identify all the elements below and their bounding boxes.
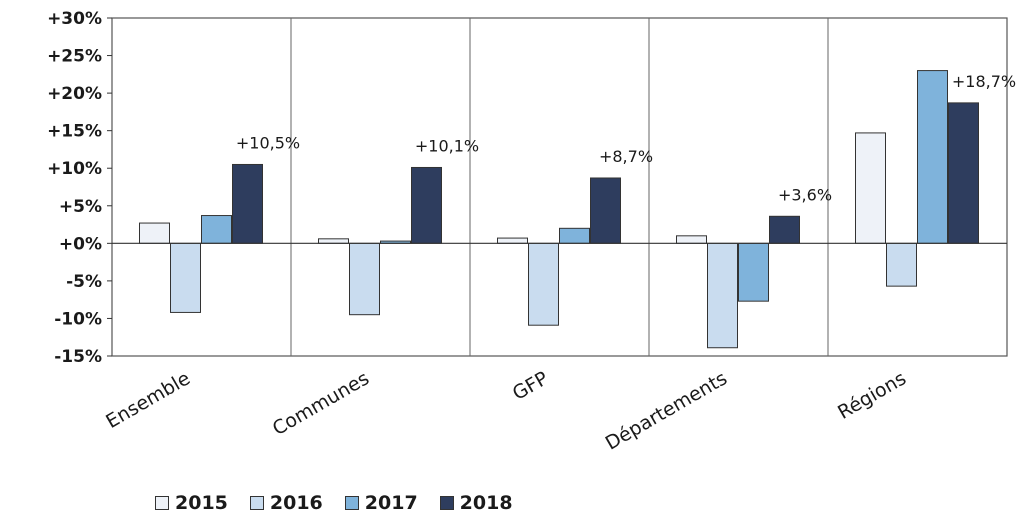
bar-2016 (349, 242, 380, 316)
bar-2015 (139, 222, 170, 244)
bar-2017 (201, 215, 232, 244)
bar-2018 (411, 166, 442, 244)
x-category-label: Communes (269, 367, 373, 440)
legend-item-2016: 2016 (249, 492, 323, 514)
y-tick-label: -10% (54, 309, 102, 329)
bar-2018 (769, 215, 800, 244)
legend-swatch-2017 (344, 496, 359, 510)
bar-chart: -15% -10% -5% +0% +5% +10% +15% +20% +25% +30% +10… (47, 9, 1016, 455)
bar-2017 (559, 227, 590, 244)
bar-2015 (676, 235, 707, 244)
data-label-2018: +10,1% (415, 136, 479, 155)
bar-2018 (590, 177, 621, 244)
legend-label-2018: 2018 (459, 492, 513, 514)
x-category-label: GFP (509, 367, 552, 405)
bar-2015 (318, 238, 349, 244)
legend-item-2015: 2015 (155, 492, 228, 514)
x-category-label: Régions (834, 367, 910, 424)
bar-2016 (886, 242, 917, 287)
y-tick-label: +0% (59, 234, 102, 254)
legend: 2015 2016 2017 2018 (155, 492, 513, 514)
bar-2017 (917, 70, 948, 244)
bar-2017 (738, 242, 769, 302)
x-category-label: Ensemble (102, 367, 194, 433)
legend-swatch-2016 (249, 496, 264, 510)
y-tick-label: +15% (47, 122, 102, 142)
y-tick-label: +25% (47, 47, 102, 67)
plot-frame (111, 17, 1008, 357)
y-tick-label: +5% (59, 197, 102, 217)
legend-item-2018: 2018 (439, 492, 513, 514)
data-label-2018: +18,7% (952, 72, 1016, 91)
legend-item-2017: 2017 (344, 492, 418, 514)
bar-2015 (855, 132, 886, 244)
bar-2016 (528, 242, 559, 326)
x-category-label: Départements (602, 367, 731, 454)
y-tick-label: -5% (66, 272, 102, 292)
legend-swatch-2015 (155, 496, 169, 510)
y-tick-label: +20% (47, 84, 102, 104)
data-label-2018: +8,7% (599, 147, 653, 166)
y-tick-label: -15% (54, 347, 102, 367)
legend-label-2016: 2016 (269, 492, 323, 514)
bar-2016 (707, 242, 738, 349)
legend-swatch-2018 (439, 496, 454, 510)
y-tick-label: +30% (47, 9, 102, 29)
bar-2018 (232, 163, 263, 244)
bar-2018 (948, 102, 979, 244)
y-tick-label: +10% (47, 159, 102, 179)
legend-label-2017: 2017 (364, 492, 418, 514)
data-label-2018: +10,5% (236, 133, 300, 152)
legend-label-2015: 2015 (175, 492, 228, 514)
data-label-2018: +3,6% (778, 185, 832, 204)
bar-2016 (170, 242, 201, 313)
bar-2015 (497, 237, 528, 244)
